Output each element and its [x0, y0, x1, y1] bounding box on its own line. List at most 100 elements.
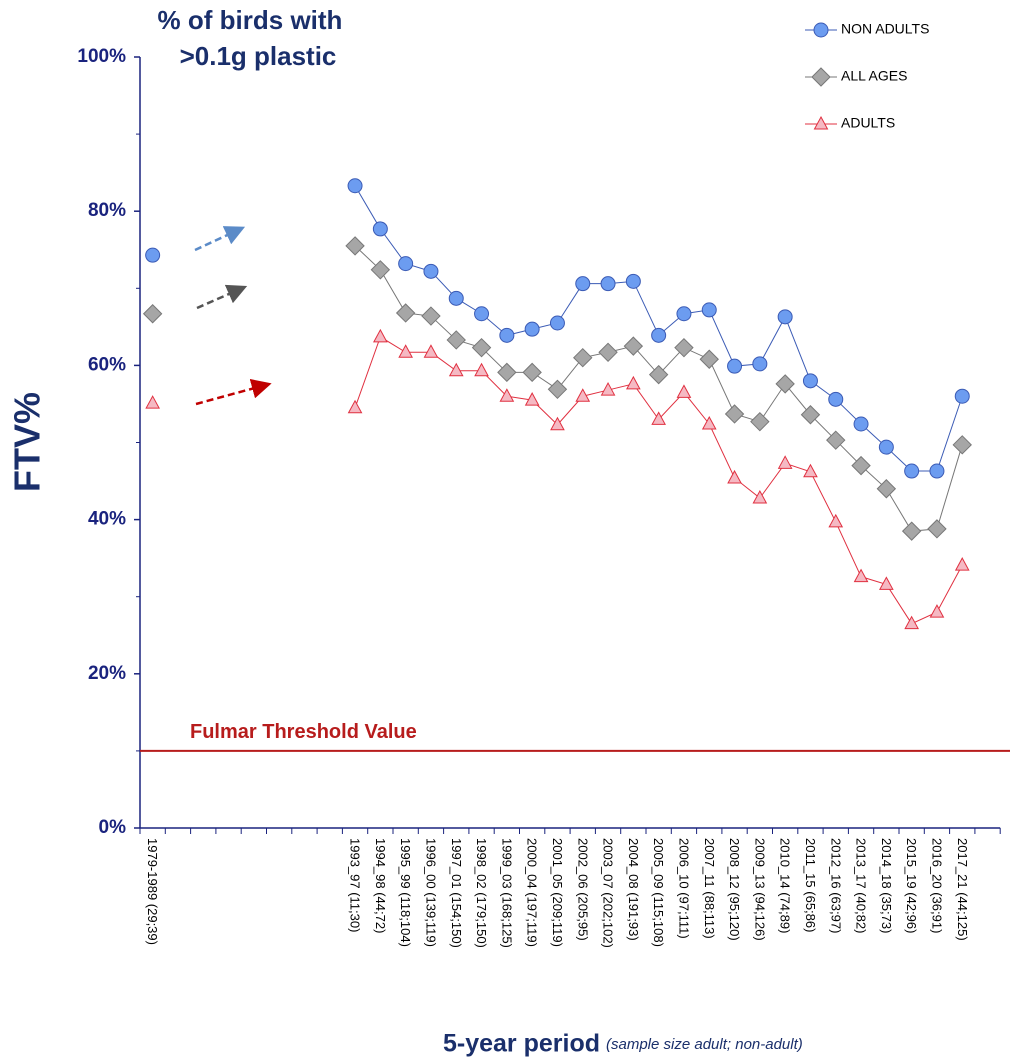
point [777, 455, 793, 469]
point [421, 306, 441, 326]
chart-title: >0.1g plastic [180, 41, 337, 71]
point [727, 469, 742, 484]
x-tick-label: 1998_02 (179;150) [474, 838, 489, 948]
point [474, 306, 490, 322]
point [752, 489, 768, 504]
point [395, 303, 416, 323]
point [598, 342, 618, 363]
x-tick-label: 2013_17 (40;82) [854, 838, 869, 933]
point [145, 247, 161, 263]
point [853, 416, 869, 432]
x-tick-label: 2011_15 (65;86) [803, 838, 818, 932]
x-tick-label: 1993_97 (11;30) [348, 838, 363, 932]
point [904, 463, 920, 479]
point [524, 321, 540, 337]
point [954, 557, 970, 571]
point [623, 336, 644, 356]
x-tick-label: 2016_20 (36;91) [930, 838, 945, 933]
point [446, 330, 466, 350]
point [575, 276, 591, 292]
point [853, 568, 869, 583]
x-axis-label: 5-year period [443, 1030, 600, 1058]
point [625, 273, 641, 289]
x-tick-label: 2006_10 (97;111) [677, 838, 692, 939]
point [828, 513, 844, 528]
point [701, 302, 717, 318]
point [676, 306, 692, 322]
trend-arrow [196, 284, 248, 310]
point [600, 382, 616, 396]
point [423, 263, 439, 279]
x-tick-label: 1996_00 (139;119) [424, 838, 439, 947]
point [448, 290, 464, 306]
point [423, 344, 439, 358]
point [398, 344, 413, 358]
legend-label: NON ADULTS [841, 21, 929, 37]
point [626, 375, 641, 390]
x-tick-label: 2002_06 (205;95) [575, 838, 590, 941]
threshold-label: Fulmar Threshold Value [190, 721, 417, 743]
x-tick-label: 1979-1989 (29;39) [145, 838, 160, 945]
point [373, 328, 388, 343]
point [674, 337, 694, 358]
point [448, 362, 464, 377]
point [929, 463, 945, 479]
point [499, 388, 515, 402]
point [524, 392, 540, 406]
x-tick-label: 2003_07 (202;102) [601, 838, 616, 948]
point [345, 236, 365, 256]
point [347, 178, 363, 194]
point [471, 337, 492, 358]
point [474, 362, 489, 377]
x-tick-label: 2009_13 (94;126) [752, 838, 767, 941]
point [826, 430, 846, 450]
point [549, 315, 565, 331]
x-tick-label: 1997_01 (154;150) [449, 838, 464, 948]
point [927, 519, 947, 539]
point [775, 374, 795, 394]
point [699, 349, 719, 369]
point [802, 373, 818, 389]
x-tick-label: 2007_11 (88;113) [702, 838, 717, 939]
y-tick-label: 40% [88, 509, 126, 530]
legend-label: ADULTS [841, 115, 895, 131]
point [750, 411, 770, 432]
point [398, 256, 414, 272]
point [724, 404, 745, 424]
y-tick-label: 60% [88, 354, 126, 375]
chart-title: % of birds with [158, 5, 343, 35]
x-tick-label: 2010_14 (74;89) [778, 838, 793, 933]
point [550, 416, 565, 431]
point [145, 395, 160, 409]
point [651, 411, 666, 425]
legend-label: ALL AGES [841, 68, 907, 84]
point [952, 435, 972, 455]
point [347, 399, 363, 414]
y-tick-label: 20% [88, 663, 126, 684]
trend-arrow [195, 378, 272, 406]
point [676, 384, 692, 398]
point [651, 327, 667, 343]
point [648, 364, 669, 385]
x-tick-label: 2012_16 (63;97) [828, 838, 843, 933]
x-tick-label: 2001_05 (209;119) [550, 838, 565, 947]
point [800, 405, 821, 425]
point [813, 115, 829, 130]
point [372, 221, 388, 237]
x-tick-label: 2014_18 (35;73) [879, 838, 894, 933]
point [901, 521, 922, 541]
point [573, 347, 593, 368]
point [600, 276, 616, 292]
point [701, 415, 717, 430]
point [811, 67, 831, 87]
x-tick-label: 2000_04 (197;119) [525, 838, 540, 947]
y-tick-label: 80% [88, 200, 126, 221]
point [575, 388, 591, 402]
point [497, 362, 517, 383]
point [879, 576, 894, 590]
x-tick-label: 2005_09 (115;108) [651, 838, 666, 947]
x-tick-label: 1999_03 (168;125) [499, 838, 514, 948]
point [370, 260, 391, 280]
point [876, 479, 897, 499]
